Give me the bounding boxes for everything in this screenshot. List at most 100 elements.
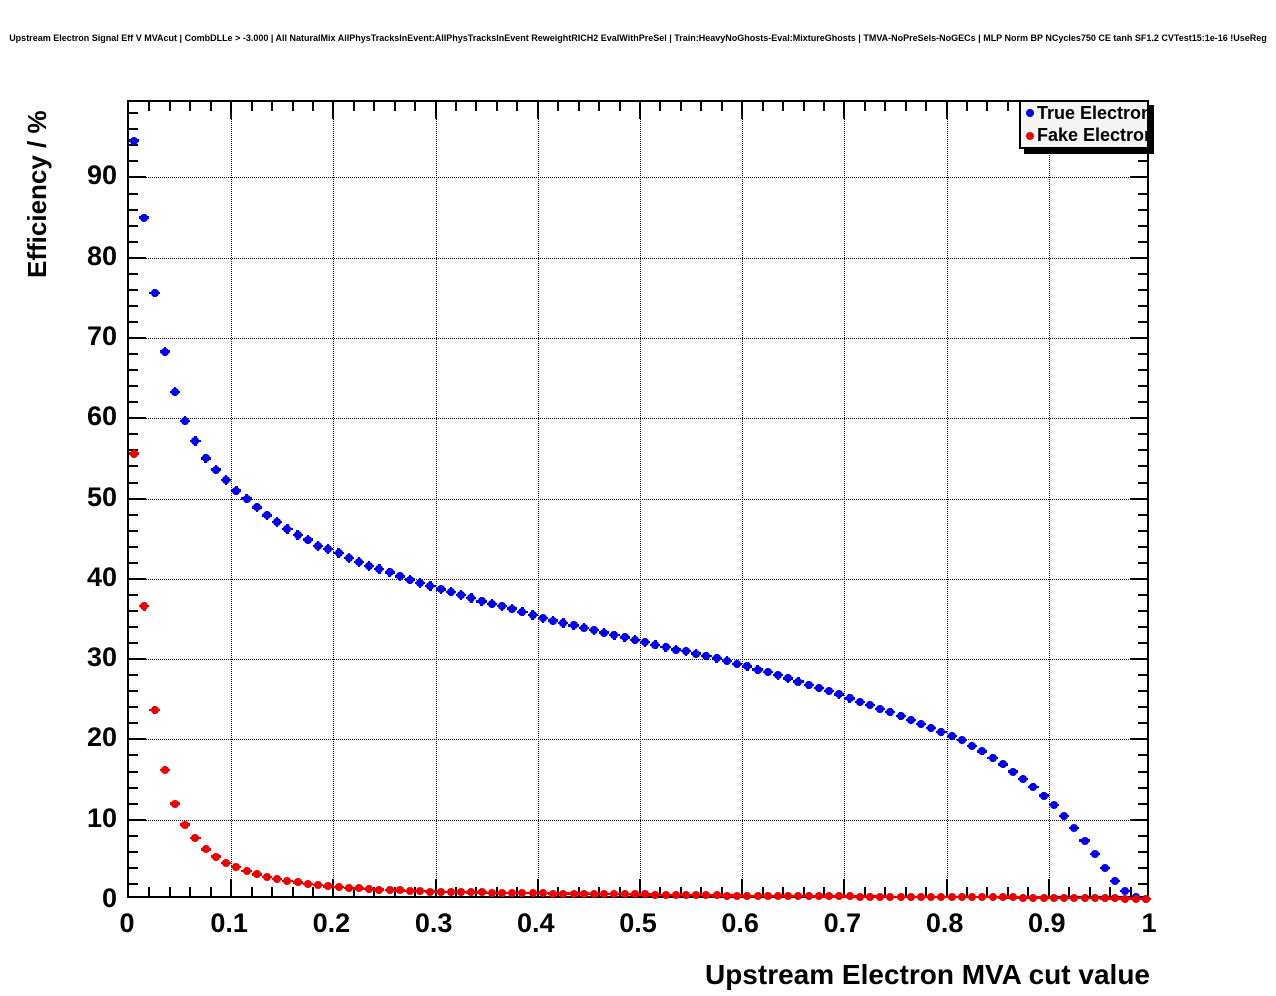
- x-tick-label: 0.3: [414, 908, 453, 938]
- y-gridline: [129, 338, 1147, 340]
- y-tick-mirror: [1138, 513, 1147, 516]
- y-tick: [129, 417, 146, 420]
- y-tick: [129, 192, 138, 195]
- x-tick-mirror: [168, 102, 171, 111]
- y-tick-mirror: [1138, 224, 1147, 227]
- x-tick: [720, 887, 723, 896]
- y-tick-mirror: [1138, 304, 1147, 307]
- y-tick-mirror: [1138, 481, 1147, 484]
- fake-electron-point: [937, 892, 946, 901]
- x-tick-mirror: [148, 102, 151, 111]
- y-gridline: [129, 418, 1147, 420]
- y-tick: [129, 786, 138, 789]
- x-tick: [577, 887, 580, 896]
- true-electron-point: [630, 635, 639, 644]
- fake-electron-point: [365, 884, 374, 893]
- x-tick: [189, 887, 192, 896]
- fake-electron-point: [825, 892, 834, 901]
- true-electron-point: [712, 654, 721, 663]
- y-tick-label: 70: [86, 321, 117, 352]
- true-electron-point: [814, 684, 823, 693]
- x-tick-mirror: [230, 102, 233, 119]
- true-electron-point: [681, 647, 690, 656]
- y-tick-mirror: [1138, 690, 1147, 693]
- fake-electron-point: [252, 870, 261, 879]
- true-electron-point: [1111, 876, 1120, 885]
- fake-electron-point: [1029, 893, 1038, 902]
- x-tick-mirror: [393, 102, 396, 111]
- y-tick: [129, 690, 138, 693]
- y-tick-mirror: [1138, 609, 1147, 612]
- true-electron-point: [446, 587, 455, 596]
- fake-electron-point: [262, 872, 271, 881]
- fake-electron-point: [600, 889, 609, 898]
- y-tick: [129, 577, 146, 580]
- y-tick-mirror: [1130, 497, 1147, 500]
- y-tick: [129, 224, 138, 227]
- true-electron-point: [508, 604, 517, 613]
- legend-box: True Electron Fake Electron: [1019, 100, 1155, 149]
- fake-electron-point: [917, 892, 926, 901]
- y-tick-label: 40: [86, 561, 117, 592]
- fake-electron-point: [855, 892, 864, 901]
- fake-electron-point: [303, 879, 312, 888]
- true-electron-point: [273, 517, 282, 526]
- x-tick: [1088, 887, 1091, 896]
- y-tick-label: 0: [101, 883, 117, 913]
- y-tick-mirror: [1138, 272, 1147, 275]
- y-tick-mirror: [1138, 866, 1147, 869]
- fake-electron-point: [1121, 894, 1130, 903]
- true-electron-point: [406, 575, 415, 584]
- fake-electron-point: [886, 892, 895, 901]
- plot-title: Upstream Electron Signal Eff V MVAcut | …: [9, 33, 1267, 43]
- fake-electron-point: [733, 891, 742, 900]
- fake-electron-point: [835, 892, 844, 901]
- y-tick: [129, 754, 138, 757]
- x-tick: [230, 879, 233, 896]
- fake-electron-point: [794, 892, 803, 901]
- y-tick-mirror: [1130, 176, 1147, 179]
- true-electron-point: [457, 590, 466, 599]
- y-tick-mirror: [1138, 192, 1147, 195]
- x-tick-label: 0: [119, 908, 135, 938]
- x-tick-mirror: [516, 102, 519, 111]
- fake-electron-point: [283, 876, 292, 885]
- fake-electron-point: [968, 893, 977, 902]
- y-tick: [129, 337, 146, 340]
- fake-electron-point: [1039, 893, 1048, 902]
- plot-frame: [127, 100, 1151, 904]
- fake-electron-point: [947, 892, 956, 901]
- fake-electron-point: [814, 892, 823, 901]
- fake-electron-point: [314, 881, 323, 890]
- fake-electron-point: [1049, 893, 1058, 902]
- y-tick: [129, 160, 138, 163]
- fake-electron-point: [579, 889, 588, 898]
- x-tick: [168, 887, 171, 896]
- x-tick-mirror: [475, 102, 478, 111]
- fake-electron-point: [896, 892, 905, 901]
- x-tick: [679, 887, 682, 896]
- x-tick-mirror: [782, 102, 785, 111]
- x-tick: [1109, 887, 1112, 896]
- fake-electron-point: [927, 892, 936, 901]
- y-tick-mirror: [1138, 369, 1147, 372]
- true-electron-point: [927, 724, 936, 733]
- y-tick: [129, 320, 138, 323]
- fake-electron-point: [375, 885, 384, 894]
- true-electron-point: [825, 687, 834, 696]
- y-tick: [129, 722, 138, 725]
- y-tick: [129, 882, 138, 885]
- x-tick-mirror: [925, 102, 928, 111]
- true-electron-marker-icon: [1026, 109, 1034, 118]
- true-electron-point: [191, 436, 200, 445]
- fake-electron-point: [630, 890, 639, 899]
- x-tick: [884, 887, 887, 896]
- true-electron-point: [763, 668, 772, 676]
- true-electron-point: [1080, 836, 1089, 845]
- x-tick-mirror: [741, 102, 744, 119]
- x-tick-mirror: [495, 102, 498, 111]
- x-tick: [311, 887, 314, 896]
- y-tick-mirror: [1138, 722, 1147, 725]
- true-electron-point: [917, 720, 926, 729]
